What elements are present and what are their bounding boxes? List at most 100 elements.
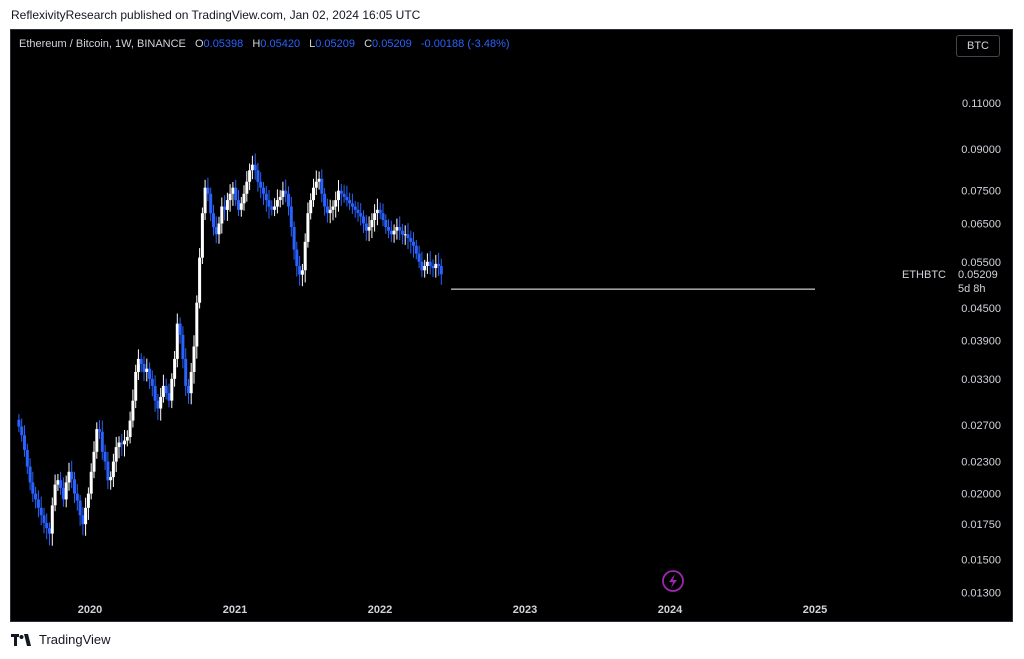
candle-body: [25, 449, 29, 467]
candle-body: [409, 238, 413, 242]
candle-body: [192, 346, 196, 372]
candle-body: [348, 200, 352, 204]
chart-svg[interactable]: 0.11000 0.09000 0.07500 0.06500 0.05500 0.045…: [11, 30, 1013, 622]
candle-body: [420, 261, 424, 271]
candle-body: [195, 302, 199, 347]
y-axis-tick-label: 0.02300: [961, 457, 1001, 469]
candle-body: [212, 213, 215, 228]
candle-body: [437, 263, 441, 266]
x-axis-tick-label: 2024: [658, 604, 683, 616]
candle-body: [356, 209, 360, 214]
candle-body: [398, 227, 402, 231]
candle-body: [86, 493, 90, 508]
candle-body: [323, 193, 327, 207]
candle-body: [439, 266, 443, 275]
candle-body: [287, 193, 290, 207]
candle-body: [245, 181, 249, 194]
candle-body: [331, 206, 335, 210]
candle-body: [328, 209, 332, 214]
candle-body: [123, 440, 126, 445]
candle-body: [111, 461, 115, 478]
candle-body: [289, 206, 293, 227]
candle-body: [281, 190, 285, 197]
candle-body: [412, 241, 415, 246]
x-axis-tick-label: 2020: [78, 604, 102, 616]
candle-body: [45, 522, 49, 529]
candle-body: [23, 435, 26, 450]
candle-body: [48, 528, 51, 534]
candle-body: [275, 200, 279, 207]
candle-body: [417, 253, 421, 262]
legend-close-value: 0.05209: [372, 38, 412, 50]
candle-body: [267, 200, 271, 207]
candle-body: [81, 515, 85, 525]
candle-body: [209, 193, 213, 214]
candle-body: [317, 178, 321, 182]
candle-body: [334, 200, 338, 207]
x-axis-tick-label: 2023: [513, 604, 537, 616]
currency-button[interactable]: BTC: [956, 35, 1000, 57]
candle-body: [225, 200, 229, 210]
candle-body: [89, 471, 93, 494]
candle-body: [114, 447, 118, 462]
price-label-countdown: 5d 8h: [958, 283, 986, 295]
candle-body: [56, 480, 60, 485]
candle-body: [370, 220, 374, 228]
candle-body: [84, 507, 88, 525]
legend-open-label: O: [194, 38, 204, 50]
lightning-watermark-icon: [662, 570, 684, 592]
candle-body: [242, 193, 246, 204]
legend-open-value: 0.05398: [203, 38, 244, 50]
candle-body: [270, 206, 274, 210]
y-axis-tick-label: 0.02700: [961, 420, 1001, 432]
candle-body: [203, 187, 207, 214]
candle-body: [128, 420, 132, 437]
candle-body: [134, 372, 138, 401]
candle-body: [206, 187, 210, 194]
candle-body: [67, 471, 71, 483]
candle-body: [92, 451, 96, 472]
candle-body: [314, 181, 318, 188]
candle-body: [375, 209, 379, 214]
candle-body: [156, 400, 160, 409]
footer-brand[interactable]: TradingView: [39, 632, 111, 647]
candle-body: [131, 400, 135, 421]
chart-panel[interactable]: 0.11000 0.09000 0.07500 0.06500 0.05500 0.045…: [10, 29, 1013, 622]
candle-body: [387, 227, 390, 231]
candle-body: [364, 223, 368, 231]
candle-body: [431, 266, 435, 269]
y-axis-tick-label: 0.04500: [961, 303, 1001, 315]
candle-body: [278, 196, 282, 201]
candle-body: [253, 164, 257, 171]
candle-body: [178, 323, 182, 335]
candle-body: [428, 261, 432, 266]
candle-body: [403, 234, 407, 236]
candle-body: [61, 487, 65, 500]
candle-body: [181, 334, 185, 359]
candle-body: [303, 241, 307, 271]
candle-body: [139, 358, 143, 364]
candle-body: [31, 482, 35, 494]
candle-body: [423, 266, 427, 271]
candle-body: [117, 442, 121, 448]
candle-body: [75, 493, 79, 501]
publisher-line: ReflexivityResearch published on Trading…: [11, 8, 421, 22]
candle-body: [159, 396, 163, 409]
candle-body: [200, 213, 204, 258]
candle-body: [120, 442, 124, 445]
tradingview-logo-icon[interactable]: [11, 633, 33, 646]
candle-body: [284, 190, 288, 194]
candle-body: [342, 193, 346, 197]
candle-body: [173, 358, 177, 379]
candle-body: [395, 227, 399, 231]
candle-body: [239, 203, 243, 210]
candle-body: [98, 429, 101, 432]
candle-body: [359, 213, 363, 217]
candle-body: [389, 230, 393, 235]
y-axis-tick-label: 0.03900: [961, 336, 1001, 348]
legend-low-value: 0.05209: [315, 38, 356, 50]
candle-body: [167, 393, 171, 401]
candle-body: [50, 505, 54, 534]
candle-body: [300, 270, 304, 275]
candle-body: [20, 426, 24, 436]
